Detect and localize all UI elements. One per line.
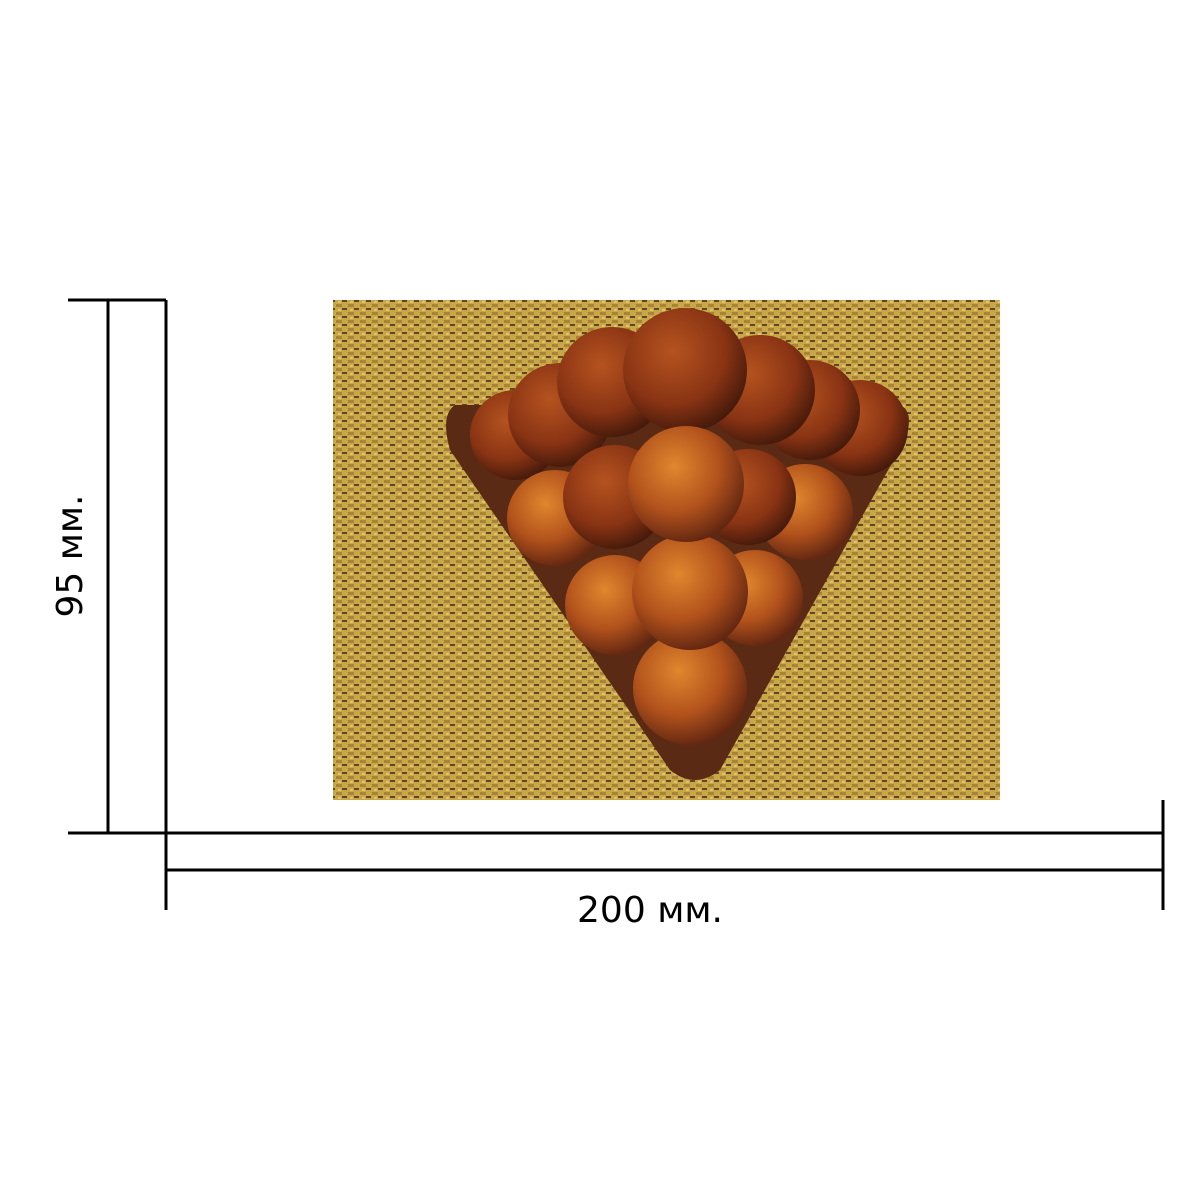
width-dimension: 200 мм.	[164, 800, 1165, 931]
height-label: 95 мм.	[50, 494, 91, 617]
balls	[470, 308, 908, 745]
width-label: 200 мм.	[577, 890, 723, 931]
product-photo	[333, 300, 1000, 800]
height-dimension: 95 мм.	[50, 298, 168, 835]
